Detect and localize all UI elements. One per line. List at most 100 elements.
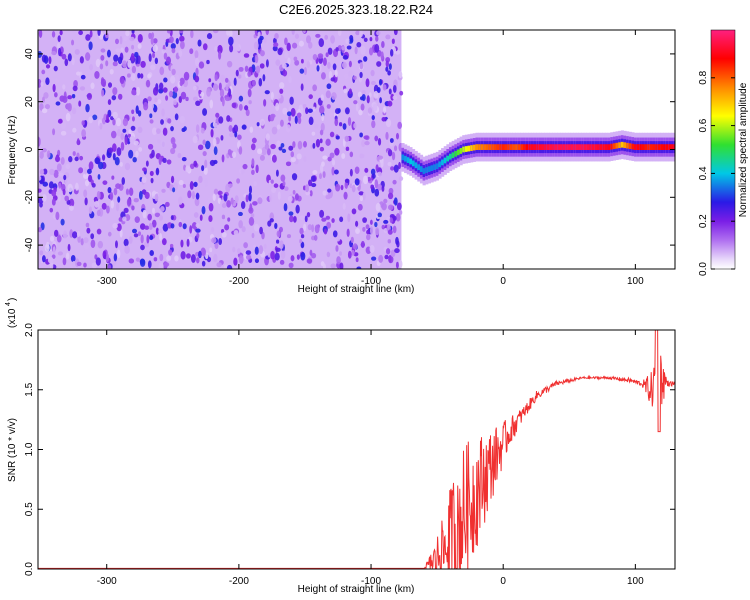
- colorbar: 0.0 0.2 0.4 0.6 0.8 Normalized spectral ampl…: [698, 29, 749, 276]
- noise-speck: [199, 214, 203, 221]
- noise-speck: [381, 185, 385, 192]
- noise-speck: [59, 30, 63, 36]
- noise-speck: [311, 224, 315, 233]
- noise-speck: [165, 95, 169, 101]
- noise-speck: [47, 256, 54, 264]
- noise-speck: [285, 161, 292, 167]
- noise-speck: [287, 195, 293, 203]
- noise-speck: [300, 83, 304, 91]
- noise-speck: [76, 261, 82, 267]
- noise-speck: [238, 95, 244, 102]
- noise-speck: [52, 246, 56, 255]
- noise-speck: [332, 159, 336, 166]
- noise-speck: [318, 173, 322, 180]
- noise-speck: [350, 37, 354, 43]
- noise-speck: [160, 119, 164, 125]
- noise-speck: [221, 97, 225, 107]
- noise-speck: [319, 138, 323, 144]
- signal-track-cell: [509, 144, 513, 150]
- noise-speck: [362, 192, 366, 201]
- noise-speck: [51, 198, 56, 206]
- noise-speck: [227, 148, 232, 156]
- signal-track-cell: [414, 162, 418, 169]
- noise-speck: [279, 88, 284, 94]
- noise-speck: [358, 191, 364, 196]
- noise-speck: [288, 262, 294, 269]
- signal-track-cell: [671, 144, 675, 150]
- noise-speck: [149, 249, 154, 256]
- noise-speck: [200, 127, 205, 134]
- noise-speck: [38, 175, 42, 181]
- noise-speck: [305, 35, 312, 44]
- signal-track-cell: [597, 144, 601, 150]
- noise-speck: [99, 122, 103, 130]
- noise-speck: [282, 63, 287, 69]
- noise-speck: [85, 52, 91, 61]
- noise-speck: [228, 88, 232, 97]
- signal-track-cell: [507, 144, 511, 150]
- noise-speck: [147, 213, 152, 221]
- noise-speck: [322, 171, 326, 179]
- noise-speck: [388, 63, 392, 71]
- noise-speck: [158, 262, 164, 269]
- noise-speck: [355, 103, 359, 112]
- noise-speck: [251, 79, 257, 87]
- signal-track-cell: [562, 144, 566, 150]
- noise-speck: [51, 189, 57, 197]
- noise-speck: [146, 234, 150, 244]
- noise-speck: [385, 34, 391, 40]
- noise-speck: [399, 210, 403, 215]
- noise-speck: [46, 150, 51, 159]
- noise-speck: [226, 115, 231, 122]
- noise-speck: [335, 47, 339, 52]
- noise-speck: [88, 41, 93, 51]
- noise-speck: [133, 233, 139, 238]
- noise-speck: [185, 253, 191, 259]
- noise-speck: [106, 49, 111, 58]
- noise-speck: [369, 245, 375, 254]
- noise-speck: [255, 164, 259, 174]
- noise-speck: [252, 201, 258, 206]
- noise-speck: [128, 187, 134, 196]
- noise-speck: [338, 122, 343, 127]
- noise-speck: [212, 83, 219, 91]
- noise-speck: [112, 152, 116, 161]
- noise-speck: [376, 61, 382, 67]
- noise-speck: [135, 150, 139, 158]
- noise-speck: [322, 57, 327, 66]
- noise-speck: [294, 193, 299, 201]
- signal-track-cell: [499, 144, 503, 150]
- signal-track-cell: [607, 144, 611, 150]
- noise-speck: [354, 166, 360, 174]
- snr-panel: -300 -200 -100 0 100 0.0 0.5 1.0 1.5 2.0 Height o…: [5, 298, 676, 595]
- noise-speck: [349, 151, 354, 158]
- noise-speck: [128, 258, 135, 264]
- colorbar-label: Normalized spectral amplitude: [738, 82, 749, 217]
- noise-speck: [235, 69, 239, 77]
- noise-speck: [152, 52, 155, 59]
- noise-speck: [75, 182, 79, 191]
- noise-speck: [351, 249, 355, 256]
- noise-speck: [307, 108, 313, 113]
- noise-speck: [275, 59, 281, 66]
- noise-speck: [345, 38, 350, 45]
- noise-speck: [156, 139, 161, 144]
- noise-speck: [279, 82, 285, 89]
- noise-speck: [160, 206, 165, 212]
- noise-speck: [335, 135, 340, 140]
- noise-speck: [43, 55, 49, 64]
- noise-speck: [161, 108, 165, 117]
- noise-speck: [280, 119, 284, 127]
- noise-speck: [113, 253, 118, 262]
- noise-speck: [385, 60, 390, 68]
- noise-speck: [387, 149, 393, 157]
- noise-speck: [238, 220, 243, 229]
- noise-speck: [312, 53, 318, 61]
- noise-speck: [366, 95, 370, 104]
- noise-speck: [111, 175, 115, 180]
- noise-speck: [321, 161, 325, 167]
- noise-speck: [326, 104, 331, 109]
- noise-speck: [284, 51, 289, 59]
- noise-speck: [181, 157, 187, 162]
